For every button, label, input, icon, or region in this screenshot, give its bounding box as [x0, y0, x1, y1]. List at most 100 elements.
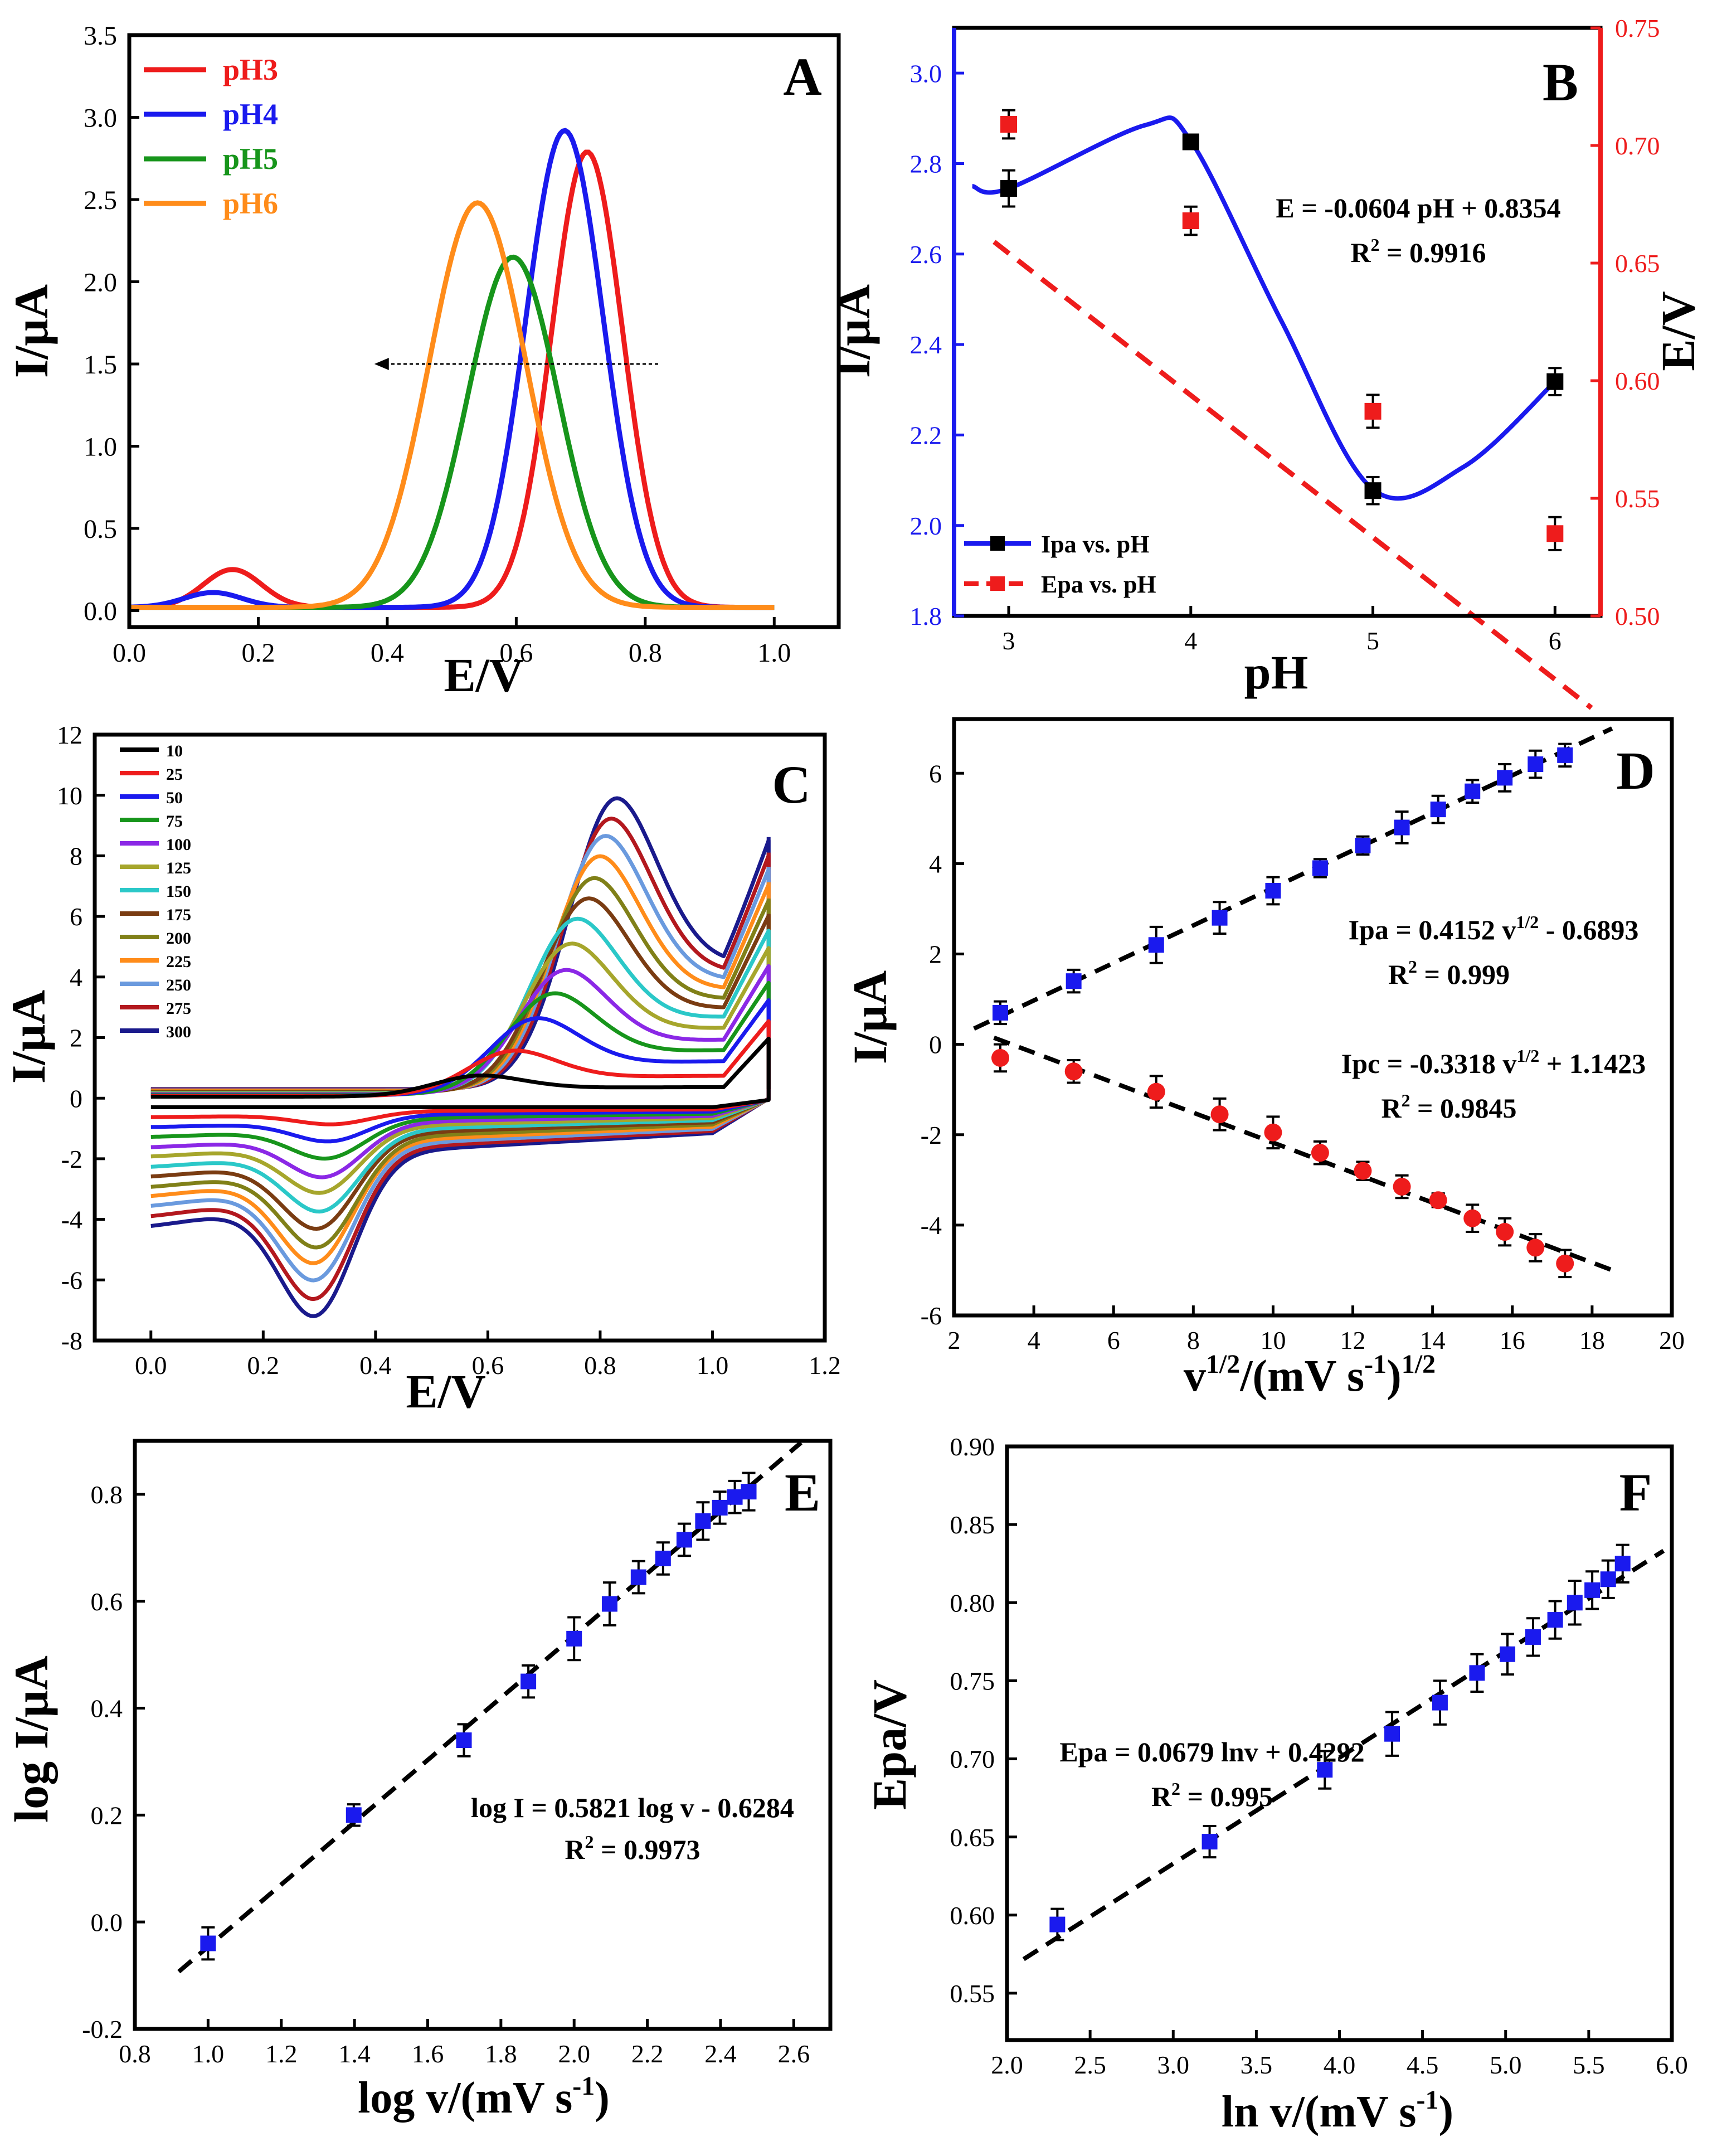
ipa-point — [1546, 373, 1564, 390]
panel-a: pH3 pH4 pH5 pH6 0.0 0.2 0.4 0.6 0.8 1.0 0.0 0.5 1.0 1… — [4, 21, 841, 702]
r2-part: = 0.9973 — [594, 1834, 701, 1865]
plot-frame — [952, 26, 1603, 618]
ipc-point — [1463, 1209, 1482, 1227]
y-tick-label: 0.0 — [91, 1908, 123, 1936]
y-tick-label: 2.8 — [910, 150, 942, 178]
x-label-part: ln v/(mV s — [1222, 2087, 1417, 2136]
x-tick-label: 1.0 — [697, 1351, 729, 1380]
y-tick-label: 0.4 — [91, 1694, 123, 1723]
y-axis-label: Epa/V — [863, 1679, 916, 1810]
equation: Ipc = -0.3318 v1/2 + 1.1423 — [1341, 1046, 1646, 1079]
x-tick-label: 16 — [1500, 1326, 1525, 1354]
ipa-point — [1212, 910, 1228, 926]
x-label-part: -1 — [1364, 1349, 1387, 1379]
x-tick-label: 3.0 — [1157, 2051, 1190, 2079]
y-tick-label: -2 — [61, 1145, 82, 1173]
ipa-point — [1497, 770, 1513, 786]
x-tick-label: 1.0 — [192, 2040, 225, 2068]
panel-b: 3 4 5 6 1.8 2.0 2.2 2.4 2.6 2.8 3.0 0.50 0.55 0.60 0.6… — [826, 14, 1705, 710]
y-tick-label: 2.4 — [910, 331, 942, 359]
ipc-point — [991, 1048, 1010, 1067]
y-tick-label: 0.75 — [950, 1667, 995, 1695]
data-point — [1500, 1646, 1516, 1662]
r2-part: 2 — [1408, 956, 1417, 977]
epa-point — [1000, 116, 1018, 133]
legend-label: 50 — [166, 789, 183, 807]
x-tick-label: 10 — [1260, 1326, 1286, 1354]
y-tick-label: 10 — [57, 781, 82, 810]
y-tick-label: 2.0 — [84, 268, 117, 297]
legend-label: 175 — [166, 906, 191, 924]
y-tick-label: 1.8 — [910, 602, 942, 630]
r2-part: R — [1381, 1092, 1402, 1124]
x-tick-label: 8 — [1187, 1326, 1200, 1354]
y-tick-label: 0.8 — [91, 1480, 123, 1509]
y-tick-label: 0.6 — [91, 1587, 123, 1616]
y-tick-label: 3.5 — [84, 21, 117, 51]
data-point — [655, 1551, 671, 1566]
data-point — [566, 1630, 582, 1647]
y-tick-label: 0.60 — [950, 1901, 995, 1930]
x-tick-label: 1.2 — [265, 2040, 298, 2068]
x-tick-label: 2.4 — [704, 2040, 737, 2068]
legend-label: 25 — [166, 765, 183, 784]
legend-label: pH3 — [223, 53, 278, 86]
y-tick-label: 2 — [929, 940, 942, 969]
data-point — [1317, 1762, 1333, 1778]
panel-label: C — [772, 755, 810, 814]
y-tick-label: 4 — [70, 963, 82, 992]
r-label: R — [1350, 237, 1371, 268]
ipc-point — [1210, 1105, 1229, 1124]
y-tick-label: 3.0 — [910, 59, 942, 88]
x-label-part: ) — [1387, 1352, 1402, 1401]
y-tick-label: -6 — [921, 1302, 942, 1330]
y-tick-label: 0 — [70, 1084, 82, 1113]
y-tick-label: 0.55 — [1615, 484, 1660, 513]
epa-point — [1546, 525, 1564, 542]
ipc-point — [1354, 1162, 1372, 1180]
data-point — [741, 1484, 757, 1500]
y-tick-label: -8 — [61, 1327, 82, 1355]
r-squared: R2 = 0.9973 — [565, 1832, 700, 1865]
y-tick-label: -0.2 — [82, 2015, 123, 2043]
panel-f: 2.0 2.5 3.0 3.5 4.0 4.5 5.0 5.5 6.0 0.55 0.60 0.65 0… — [863, 1433, 1688, 2136]
y-tick-label: 0.5 — [84, 514, 117, 544]
x-tick-label: 2 — [948, 1326, 961, 1354]
data-point — [1525, 1629, 1541, 1645]
ipa-point — [1557, 747, 1573, 763]
legend-label: Epa vs. pH — [1041, 571, 1156, 598]
data-point — [200, 1935, 216, 1951]
cv-curve-175 — [150, 896, 771, 1231]
data-point — [1584, 1582, 1601, 1598]
epa-fit-line — [993, 240, 1593, 710]
x-tick-label: 0.0 — [113, 638, 146, 668]
ipa-point — [1394, 819, 1410, 836]
y-tick-label: 0.65 — [950, 1823, 995, 1852]
ipa-point — [1364, 482, 1382, 499]
x-tick-label: 0.6 — [472, 1351, 504, 1380]
r-superscript: 2 — [1371, 235, 1380, 255]
series-line-pH5 — [129, 254, 775, 610]
x-tick-label: 6 — [1549, 627, 1562, 655]
cv-curve-300 — [150, 796, 771, 1318]
panel-label: A — [783, 47, 821, 106]
legend-label: Ipa vs. pH — [1041, 531, 1149, 558]
x-label-part: /(mV s — [1239, 1352, 1364, 1401]
x-tick-label: 2.0 — [558, 2040, 590, 2068]
x-tick-label: 4.0 — [1324, 2051, 1356, 2079]
equation-part: Ipc = -0.3318 v — [1341, 1048, 1517, 1079]
y-tick-label: 2.2 — [910, 421, 942, 449]
series-line-pH4 — [129, 128, 775, 610]
r2-part: = 0.999 — [1417, 959, 1510, 990]
ipa-point — [1528, 756, 1544, 773]
ipc-point — [1496, 1223, 1514, 1241]
ipc-point — [1429, 1191, 1447, 1210]
y-axis-label: E/V — [1651, 291, 1705, 371]
y-tick-label: 0.50 — [1615, 602, 1660, 630]
x-tick-label: 1.8 — [485, 2040, 517, 2068]
x-tick-label: 0.8 — [119, 2040, 151, 2068]
x-tick-label: 5 — [1366, 627, 1379, 655]
x-tick-label: 12 — [1340, 1326, 1366, 1354]
x-tick-label: 5.5 — [1573, 2051, 1605, 2079]
x-tick-label: 4 — [1184, 627, 1197, 655]
